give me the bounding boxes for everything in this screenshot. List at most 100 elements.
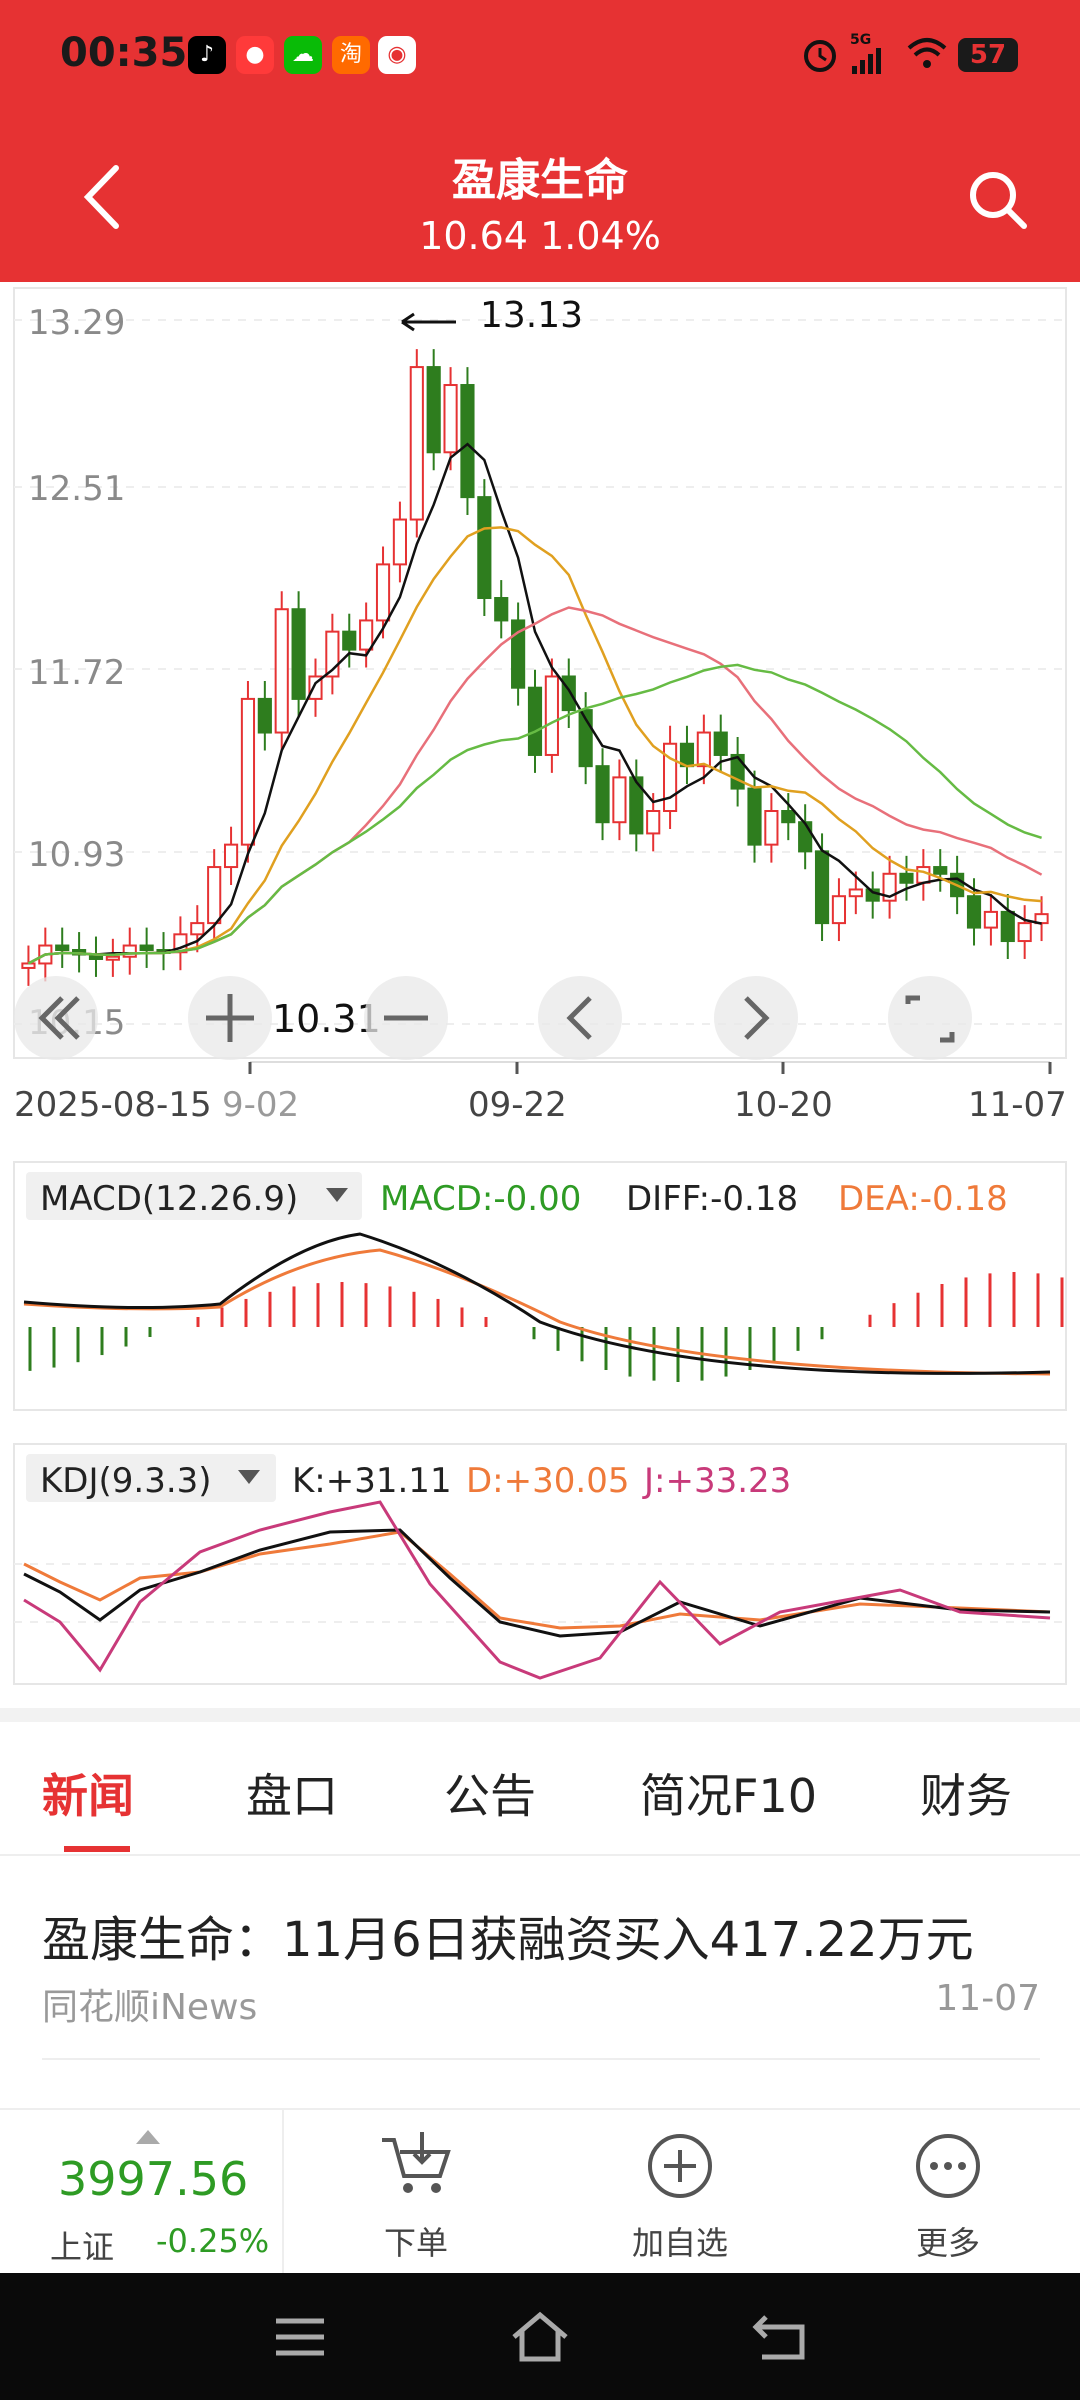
candle-body [257,697,272,734]
back-nav-icon[interactable] [752,2311,812,2363]
prev-icon[interactable] [538,976,622,1060]
candle-body [764,810,779,846]
tab-finance[interactable]: 财务 [920,1769,1012,1823]
k-line [23,1528,1051,1638]
ma5-line [27,442,1042,965]
candle-body [21,962,36,969]
double-left-icon[interactable] [14,976,98,1060]
tab-f10-profile[interactable]: 简况F10 [640,1769,817,1823]
bottom-action-bar: 3997.56 上证 -0.25% 下单 加自选 更多 [0,2108,1080,2275]
y-label-3: 11.72 [28,653,125,693]
macd-value: MACD:-0.00 [380,1179,581,1219]
index-value: 3997.56 [58,2152,249,2206]
j-line [23,1500,1051,1680]
tab-announcements[interactable]: 公告 [444,1769,536,1823]
next-icon[interactable] [714,976,798,1060]
kline-marks [21,349,1049,986]
add-watchlist-label: 加自选 [631,2224,728,2262]
candle-body [595,765,610,824]
zoom-out-icon[interactable] [364,976,448,1060]
zoom-in-icon[interactable] [188,976,272,1060]
app-bar: 盈康生命 10.64 1.04% [0,112,1080,282]
add-watchlist-button[interactable]: 加自选 [600,2122,760,2272]
home-icon[interactable] [508,2309,572,2365]
expand-up-icon[interactable] [134,2128,162,2146]
plus-circle-icon [648,2134,712,2198]
wifi-icon [907,38,947,68]
candle-body [494,597,509,622]
max-arrow-icon [401,312,456,332]
candle-body [223,843,239,869]
tmall-icon: ● [236,36,274,74]
macd-marks [23,1232,1064,1382]
candle-body [443,384,458,454]
candle-body [916,866,931,884]
alarm-icon [804,40,836,72]
x-label-5: 11-07 [968,1085,1067,1125]
news-title[interactable]: 盈康生命：11月6日获融资买入417.22万元 [42,1912,974,1968]
candle-body [511,619,526,689]
ma10-line [27,526,1042,965]
candle-body [899,872,914,884]
candle-body [291,608,306,700]
x-label-3: 09-22 [468,1085,567,1125]
system-nav-bar [0,2273,1080,2400]
status-time: 00:35 [60,30,188,76]
x-label-1: 2025-08-15 [14,1085,212,1125]
stock-price: 10.64 [419,214,528,258]
candle-body [105,955,120,961]
y-label-2: 12.51 [28,469,125,509]
index-widget[interactable]: 3997.56 上证 -0.25% [0,2110,284,2275]
kdj-label: KDJ(9.3.3) [40,1461,212,1501]
tab-order-book[interactable]: 盘口 [246,1769,338,1823]
stock-change: 1.04% [540,214,661,258]
dea-line [23,1248,1051,1376]
menu-icon[interactable] [272,2315,328,2359]
candle-body [814,850,830,925]
network-type: 5G [850,32,872,48]
kdj-dropdown-icon[interactable] [238,1470,260,1484]
dea-value: DEA:-0.18 [838,1179,1008,1219]
x-label-2: 9-02 [222,1085,299,1125]
order-label: 下单 [383,2224,448,2262]
j-value: J:+33.23 [642,1461,791,1501]
candle-body [966,895,982,929]
d-value: D:+30.05 [466,1461,629,1501]
kdj-selector[interactable] [26,1454,276,1502]
candle-body [190,922,205,936]
more-label: 更多 [915,2224,980,2262]
macd-dropdown-icon[interactable] [326,1188,348,1202]
section-divider [0,1708,1080,1722]
candle-body [122,944,137,958]
tab-news[interactable]: 新闻 [42,1769,134,1823]
tab-divider [0,1854,1080,1856]
candle-body [798,821,813,853]
candle-body [392,518,407,566]
diff-line [23,1232,1051,1375]
wechat-icon: ☁ [284,36,322,74]
candle-body [730,753,745,790]
order-button[interactable]: 下单 [336,2122,496,2272]
candle-body [544,675,559,756]
news-item[interactable]: 盈康生命：11月6日获融资买入417.22万元 同花顺iNews 11-07 [0,1870,1080,2056]
active-tab-indicator [64,1846,130,1852]
candle-body [1017,922,1032,943]
candle-body [983,910,998,929]
candle-body [713,731,728,756]
macd-selector[interactable] [26,1172,362,1220]
fullscreen-icon[interactable] [888,976,972,1060]
candle-body [359,619,374,651]
candle-body [426,366,441,454]
more-button[interactable]: 更多 [868,2122,1028,2272]
candle-body [409,366,424,521]
k-value: K:+31.11 [292,1461,452,1501]
stock-price-line: 10.64 1.04% [0,214,1080,258]
more-icon [916,2134,980,2198]
candle-body [848,888,863,898]
chart-area[interactable]: 13.29 12.51 11.72 10.93 10.15 13.13 10.3… [0,282,1080,1712]
candle-body [55,944,70,952]
candle-body [1000,910,1015,943]
x-label-4: 10-20 [734,1085,833,1125]
search-icon[interactable] [966,168,1030,232]
back-arrow-icon[interactable] [78,162,128,232]
